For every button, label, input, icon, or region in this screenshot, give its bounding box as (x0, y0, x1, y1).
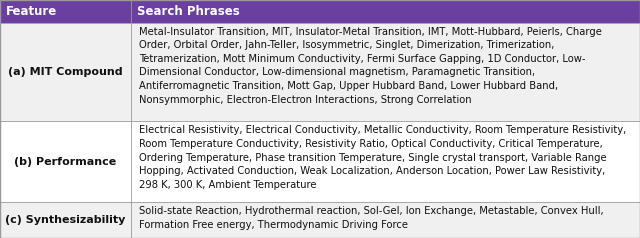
Bar (0, 23, 640, 121)
Text: Metal-Insulator Transition, MIT, Insulator-Metal Transition, IMT, Mott-Hubbard, : Metal-Insulator Transition, MIT, Insulat… (140, 27, 602, 105)
Bar (0, 0, 640, 23)
Text: Electrical Resistivity, Electrical Conductivity, Metallic Conductivity, Room Tem: Electrical Resistivity, Electrical Condu… (140, 125, 627, 190)
Text: (b) Performance: (b) Performance (15, 157, 116, 167)
Bar (0, 202, 640, 238)
Bar (0, 121, 640, 202)
Text: (c) Synthesizability: (c) Synthesizability (5, 215, 126, 225)
Text: Feature: Feature (6, 5, 57, 18)
Text: Solid-state Reaction, Hydrothermal reaction, Sol-Gel, Ion Exchange, Metastable, : Solid-state Reaction, Hydrothermal react… (140, 206, 604, 230)
Text: (a) MIT Compound: (a) MIT Compound (8, 67, 123, 77)
Text: Search Phrases: Search Phrases (137, 5, 240, 18)
